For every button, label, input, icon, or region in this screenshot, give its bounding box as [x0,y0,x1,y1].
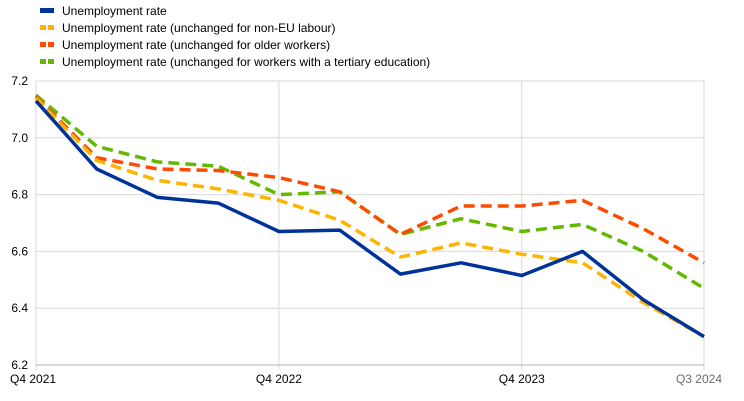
x-tick-label: Q3 2024 [676,372,722,386]
series-lines [34,93,705,339]
legend-swatch [40,59,54,64]
gridlines [36,80,704,309]
legend-item-non-eu-labour: Unemployment rate (unchanged for non-EU … [40,19,430,36]
y-tick-label: 7.2 [11,74,28,88]
x-tick-label: Q4 2021 [10,372,56,386]
y-tick-label: 6.2 [11,358,28,372]
y-axis-tick-labels: 6.2 6.4 6.6 6.8 7.0 7.2 [11,74,28,372]
legend-item-tertiary-education: Unemployment rate (unchanged for workers… [40,53,430,70]
legend-label: Unemployment rate (unchanged for older w… [62,37,331,52]
legend-label: Unemployment rate (unchanged for workers… [62,54,431,69]
legend-item-older-workers: Unemployment rate (unchanged for older w… [40,36,430,53]
legend: Unemployment rate Unemployment rate (unc… [40,2,430,70]
series-line-2 [34,95,705,265]
series-line-0 [34,99,705,339]
x-tick-label: Q4 2022 [256,372,302,386]
series-line-3 [34,93,705,290]
legend-swatch [40,8,54,13]
y-tick-label: 6.4 [11,301,28,315]
y-tick-label: 6.8 [11,188,28,202]
legend-label: Unemployment rate (unchanged for non-EU … [62,20,336,35]
x-tick-label: Q4 2023 [499,372,545,386]
legend-item-unemployment-rate: Unemployment rate [40,2,430,19]
series-line-1 [34,96,705,339]
legend-swatch [40,25,54,30]
legend-label: Unemployment rate [62,3,167,18]
legend-swatch [40,42,54,47]
y-tick-label: 7.0 [11,131,28,145]
x-axis-tick-labels: Q4 2021 Q4 2022 Q4 2023 Q3 2024 [10,372,722,386]
y-tick-label: 6.6 [11,244,28,258]
x-axis-tick-marks [35,81,705,370]
